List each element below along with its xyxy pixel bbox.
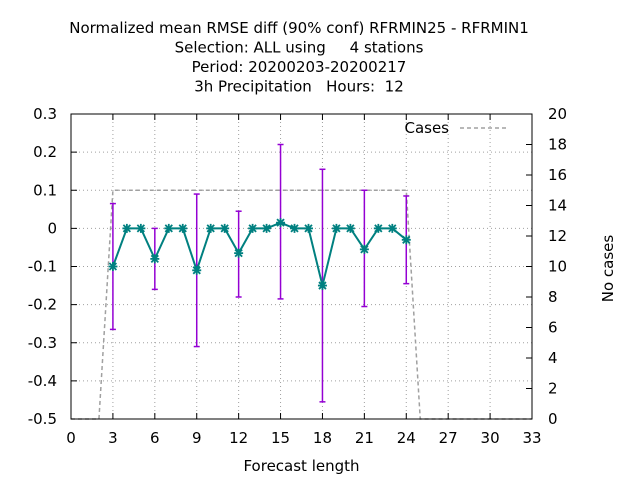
- y2-tick-label: 16: [548, 166, 567, 184]
- x-tick-label: 21: [355, 429, 374, 447]
- x-tick-label: 18: [313, 429, 332, 447]
- data-point: [206, 223, 216, 233]
- title-line-1: Normalized mean RMSE diff (90% conf) RFR…: [69, 19, 529, 37]
- x-tick-label: 30: [481, 429, 500, 447]
- x-tick-label: 0: [66, 429, 76, 447]
- y-tick-label: -0.2: [28, 296, 57, 314]
- data-point: [150, 254, 160, 264]
- x-axis-label: Forecast length: [243, 457, 359, 475]
- data-point: [401, 235, 411, 245]
- error-bars: [109, 143, 410, 403]
- y2-tick-label: 10: [548, 258, 567, 276]
- title-line-2: Selection: ALL using 4 stations: [175, 39, 424, 57]
- x-tick-label: 3: [108, 429, 118, 447]
- y-axis-ticks: -0.5 -0.4 -0.3 -0.2 -0.1 0 0.1 0.2 0.3: [28, 105, 77, 428]
- legend: Cases: [404, 119, 506, 137]
- data-point: [373, 223, 383, 233]
- x-tick-label: 24: [397, 429, 416, 447]
- y-tick-label: 0.2: [33, 143, 57, 161]
- data-point: [248, 223, 258, 233]
- data-point: [290, 223, 300, 233]
- plot-frame: [70, 113, 533, 420]
- title-line-4: 3h Precipitation Hours: 12: [194, 78, 404, 96]
- data-point: [317, 281, 327, 291]
- y2-axis-ticks: 0 2 4 6 8 10 12 14 16 18 20: [526, 105, 567, 428]
- y-tick-label: 0: [47, 219, 57, 237]
- data-point: [262, 223, 272, 233]
- data-point: [108, 262, 118, 271]
- y-tick-label: -0.1: [28, 258, 57, 276]
- data-point: [331, 223, 341, 233]
- data-point: [345, 223, 355, 233]
- data-series: [108, 218, 411, 291]
- y2-tick-label: 4: [548, 349, 558, 367]
- y-tick-label: -0.3: [28, 334, 57, 352]
- data-point: [234, 248, 244, 258]
- y2-tick-label: 18: [548, 136, 567, 154]
- data-point: [276, 218, 286, 228]
- data-point: [303, 223, 313, 233]
- y2-axis-label: No cases: [599, 235, 617, 303]
- data-point: [359, 244, 369, 254]
- x-tick-label: 6: [150, 429, 160, 447]
- data-point: [164, 223, 174, 233]
- series-line: [111, 221, 407, 286]
- title-line-3: Period: 20200203-20200217: [192, 58, 407, 76]
- y2-tick-label: 6: [548, 319, 558, 337]
- y2-tick-label: 12: [548, 227, 567, 245]
- data-point: [122, 223, 132, 233]
- x-tick-label: 27: [439, 429, 458, 447]
- y2-tick-label: 2: [548, 380, 558, 398]
- x-axis-ticks: 0 3 6 9 12 15 18 21 24 27 30 33: [66, 114, 542, 447]
- grid: [71, 114, 532, 419]
- x-tick-label: 15: [271, 429, 290, 447]
- y2-tick-label: 20: [548, 105, 567, 123]
- y-tick-label: -0.5: [28, 410, 57, 428]
- legend-label-cases: Cases: [404, 119, 449, 137]
- x-tick-label: 33: [522, 429, 541, 447]
- y-tick-label: -0.4: [28, 372, 57, 390]
- y-tick-label: 0.3: [33, 105, 57, 123]
- data-point: [192, 265, 202, 275]
- y2-tick-label: 8: [548, 288, 558, 306]
- y2-tick-label: 14: [548, 197, 567, 215]
- data-point: [387, 223, 397, 233]
- x-tick-label: 12: [229, 429, 248, 447]
- chart-title: Normalized mean RMSE diff (90% conf) RFR…: [69, 19, 529, 96]
- x-tick-label: 9: [192, 429, 202, 447]
- y-tick-label: 0.1: [33, 181, 57, 199]
- data-point: [178, 223, 188, 233]
- y2-tick-label: 0: [548, 410, 558, 428]
- data-point: [136, 223, 146, 233]
- data-point: [220, 223, 230, 233]
